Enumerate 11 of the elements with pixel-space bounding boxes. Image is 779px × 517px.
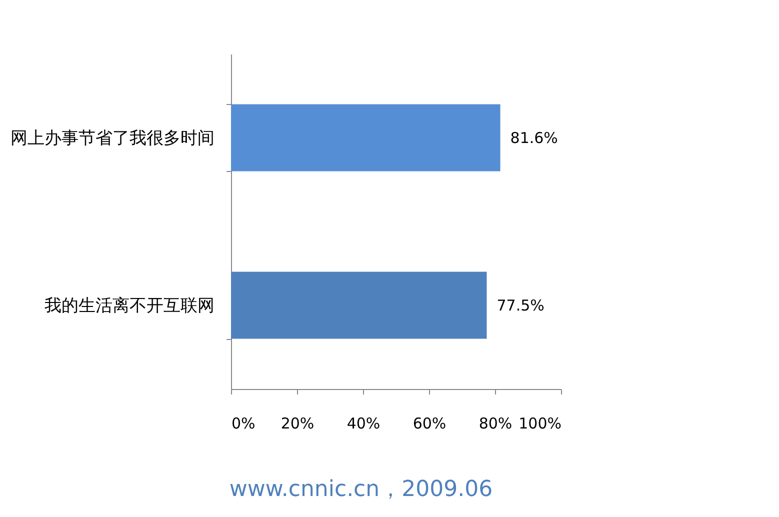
x-tick-label: 80% (478, 414, 512, 432)
y-tick-label: 我的生活离不开互联网 (44, 296, 214, 316)
x-tick-label: 100% (518, 414, 562, 432)
x-tick-label: 60% (412, 414, 446, 432)
data-label: 77.5% (496, 296, 544, 314)
y-tick-label: 网上办事节省了我很多时间 (10, 128, 214, 148)
x-tick-label: 0% (232, 414, 256, 432)
x-tick-label: 20% (280, 414, 314, 432)
text: www.cnnic.cn，2009.06 (229, 477, 493, 502)
x-tick-label: 40% (346, 414, 380, 432)
data-label: 81.6% (510, 128, 558, 147)
